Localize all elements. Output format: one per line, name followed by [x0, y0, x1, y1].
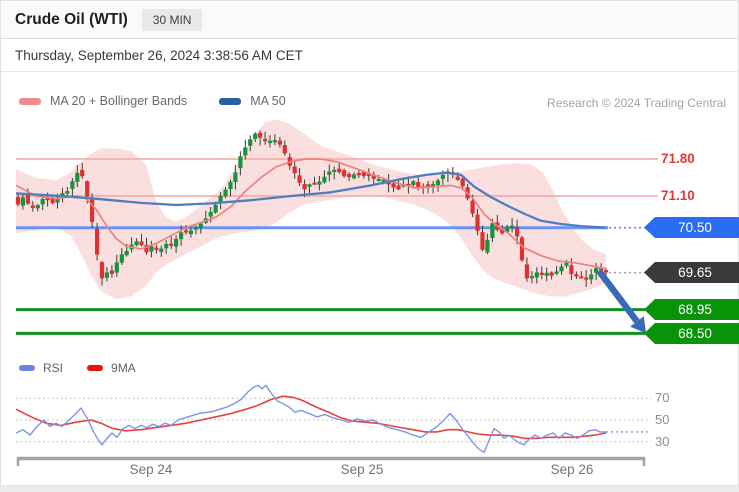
ma50-legend-label: MA 50	[250, 94, 286, 108]
rsi-level-50-label: 50	[655, 412, 670, 427]
rsi-legend: RSI 9MA	[19, 361, 136, 375]
ma20-legend-swatch-icon	[19, 97, 41, 105]
report-datetime: Thursday, September 26, 2024 3:38:56 AM …	[15, 47, 303, 63]
pivot-price-badge: 70.50	[644, 217, 739, 238]
resistance-label-71-10: 71.10	[661, 188, 695, 203]
ma9-legend-swatch-icon	[87, 365, 104, 371]
main-chart-legend: MA 20 + Bollinger Bands MA 50	[19, 94, 286, 108]
x-axis-label-sep-24: Sep 24	[129, 462, 173, 477]
ma9-legend-label: 9MA	[111, 361, 136, 375]
ma50-legend-swatch-icon	[219, 97, 242, 105]
timeframe-badge[interactable]: 30 MIN	[141, 8, 203, 31]
target-price-badge: 68.50	[644, 323, 739, 344]
ma20-line	[15, 158, 607, 270]
instrument-title: Crude Oil (WTI)	[15, 10, 128, 28]
rsi-level-70-label: 70	[655, 390, 670, 405]
header-bar: Crude Oil (WTI) 30 MIN	[1, 1, 738, 39]
rsi-line	[15, 384, 606, 454]
support-price-badge: 68.95	[644, 299, 739, 320]
ma50-line	[15, 171, 607, 229]
x-axis-label-sep-26: Sep 26	[550, 462, 594, 477]
last-price-badge: 69.65	[644, 262, 739, 283]
x-axis-label-sep-25: Sep 25	[340, 462, 384, 477]
resistance-label-71-80: 71.80	[661, 151, 695, 166]
rsi-legend-swatch-icon	[19, 365, 35, 371]
research-copyright: Research © 2024 Trading Central	[547, 96, 726, 110]
rsi-ma9-line	[15, 395, 607, 440]
ma20-legend-label: MA 20 + Bollinger Bands	[50, 94, 188, 108]
rsi-level-30-label: 30	[655, 434, 670, 449]
bearish-projection-arrow	[630, 316, 646, 334]
date-row: Thursday, September 26, 2024 3:38:56 AM …	[1, 39, 738, 72]
bollinger-band-area	[16, 119, 606, 300]
rsi-legend-label: RSI	[43, 361, 64, 375]
